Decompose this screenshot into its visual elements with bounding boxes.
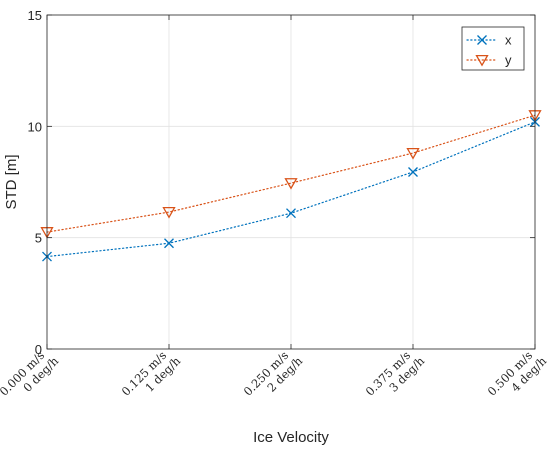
x-tick-label: 0.250 m/s2 deg/h	[241, 348, 306, 398]
legend-box	[461, 26, 525, 71]
x-tick-label: 0.375 m/s3 deg/h	[363, 348, 428, 398]
y-tick-label: 10	[28, 119, 42, 134]
y-axis-title: STD [m]	[3, 155, 20, 210]
series-y-point	[162, 207, 176, 219]
x-tick-label: 0.000 m/s0 deg/h	[0, 348, 62, 398]
series-x-point	[286, 208, 296, 219]
series-x-point	[408, 167, 418, 177]
legend-marker-y	[475, 54, 489, 67]
legend: xy	[461, 26, 525, 71]
x-tick-label: 0.500 m/s4 deg/h	[485, 348, 550, 398]
legend-label-y: y	[505, 53, 512, 68]
series-y-point	[406, 148, 420, 160]
x-tick-label: 0.125 m/s1 deg/h	[119, 348, 184, 398]
series-y-point	[284, 178, 298, 190]
series-x-point	[164, 238, 174, 249]
y-axis-ticks: 0 5 10 15	[28, 8, 535, 357]
legend-marker-x	[477, 35, 487, 45]
legend-label-x: x	[505, 33, 512, 48]
y-tick-label: 5	[35, 231, 42, 246]
y-tick-label: 0	[35, 342, 42, 357]
y-tick-label: 15	[28, 8, 42, 23]
x-axis-title: Ice Velocity	[253, 429, 329, 446]
